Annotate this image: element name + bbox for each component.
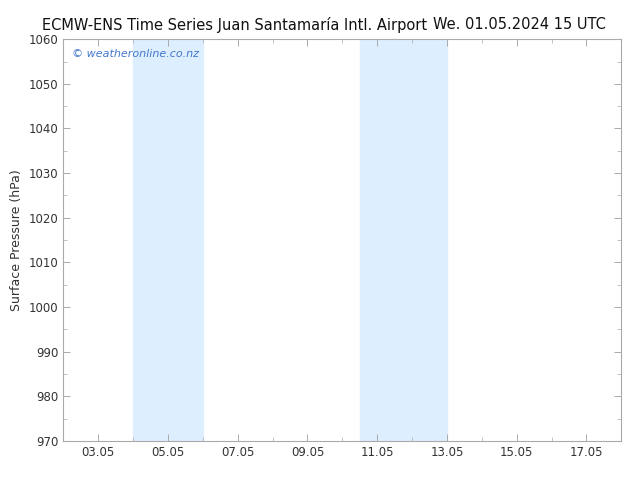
Bar — [360, 39, 447, 441]
Text: © weatheronline.co.nz: © weatheronline.co.nz — [72, 49, 199, 59]
Text: ECMW-ENS Time Series Juan Santamaría Intl. Airport: ECMW-ENS Time Series Juan Santamaría Int… — [42, 17, 427, 33]
Bar — [133, 39, 203, 441]
Y-axis label: Surface Pressure (hPa): Surface Pressure (hPa) — [10, 169, 23, 311]
Text: We. 01.05.2024 15 UTC: We. 01.05.2024 15 UTC — [434, 17, 606, 32]
